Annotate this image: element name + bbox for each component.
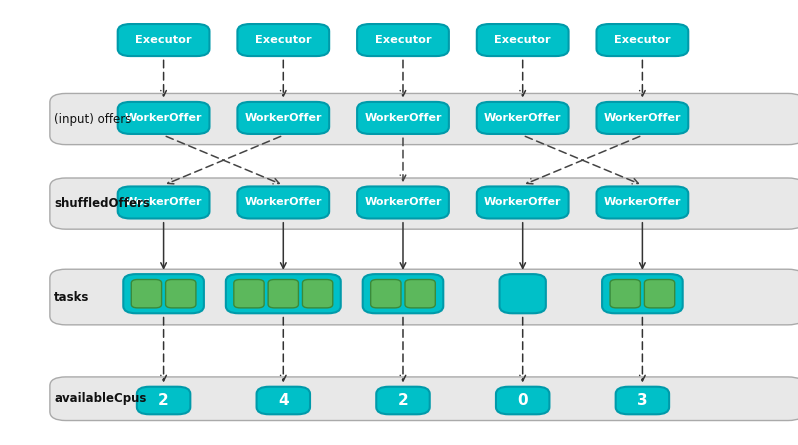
FancyBboxPatch shape	[238, 24, 329, 56]
FancyBboxPatch shape	[610, 279, 641, 308]
FancyBboxPatch shape	[616, 387, 669, 414]
Text: 2: 2	[158, 393, 169, 408]
FancyBboxPatch shape	[476, 24, 568, 56]
FancyBboxPatch shape	[50, 178, 798, 229]
FancyBboxPatch shape	[118, 24, 209, 56]
FancyBboxPatch shape	[302, 279, 333, 308]
FancyBboxPatch shape	[377, 387, 429, 414]
FancyBboxPatch shape	[362, 274, 444, 313]
Text: availableCpus: availableCpus	[54, 392, 147, 405]
Text: (input) offers: (input) offers	[54, 113, 132, 125]
FancyBboxPatch shape	[358, 24, 448, 56]
FancyBboxPatch shape	[358, 186, 448, 218]
Text: WorkerOffer: WorkerOffer	[364, 198, 442, 207]
FancyBboxPatch shape	[500, 274, 546, 313]
FancyBboxPatch shape	[137, 387, 190, 414]
FancyBboxPatch shape	[226, 274, 341, 313]
Text: WorkerOffer: WorkerOffer	[124, 198, 203, 207]
Text: Executor: Executor	[614, 35, 670, 45]
Text: WorkerOffer: WorkerOffer	[364, 113, 442, 123]
Text: 2: 2	[397, 393, 409, 408]
FancyBboxPatch shape	[50, 93, 798, 145]
FancyBboxPatch shape	[268, 279, 298, 308]
Text: WorkerOffer: WorkerOffer	[484, 113, 562, 123]
FancyBboxPatch shape	[358, 102, 448, 134]
Text: WorkerOffer: WorkerOffer	[244, 198, 322, 207]
FancyBboxPatch shape	[496, 387, 550, 414]
Text: WorkerOffer: WorkerOffer	[484, 198, 562, 207]
FancyBboxPatch shape	[596, 102, 688, 134]
FancyBboxPatch shape	[118, 102, 209, 134]
FancyBboxPatch shape	[476, 186, 568, 218]
Text: Executor: Executor	[375, 35, 431, 45]
FancyBboxPatch shape	[50, 269, 798, 325]
Text: WorkerOffer: WorkerOffer	[244, 113, 322, 123]
Text: tasks: tasks	[54, 291, 89, 303]
FancyBboxPatch shape	[370, 279, 401, 308]
FancyBboxPatch shape	[645, 279, 675, 308]
FancyBboxPatch shape	[476, 102, 568, 134]
FancyBboxPatch shape	[405, 279, 436, 308]
FancyBboxPatch shape	[123, 274, 203, 313]
FancyBboxPatch shape	[257, 387, 310, 414]
FancyBboxPatch shape	[165, 279, 196, 308]
Text: Executor: Executor	[495, 35, 551, 45]
FancyBboxPatch shape	[596, 186, 688, 218]
Text: WorkerOffer: WorkerOffer	[124, 113, 203, 123]
Text: WorkerOffer: WorkerOffer	[603, 113, 681, 123]
Text: Executor: Executor	[255, 35, 311, 45]
Text: 3: 3	[637, 393, 648, 408]
Text: 0: 0	[517, 393, 528, 408]
FancyBboxPatch shape	[238, 186, 329, 218]
FancyBboxPatch shape	[596, 24, 688, 56]
FancyBboxPatch shape	[238, 102, 329, 134]
FancyBboxPatch shape	[602, 274, 683, 313]
Text: 4: 4	[278, 393, 289, 408]
Text: Executor: Executor	[136, 35, 192, 45]
FancyBboxPatch shape	[118, 186, 209, 218]
FancyBboxPatch shape	[131, 279, 161, 308]
Text: WorkerOffer: WorkerOffer	[603, 198, 681, 207]
FancyBboxPatch shape	[50, 377, 798, 421]
FancyBboxPatch shape	[234, 279, 264, 308]
Text: shuffledOffers: shuffledOffers	[54, 197, 150, 210]
